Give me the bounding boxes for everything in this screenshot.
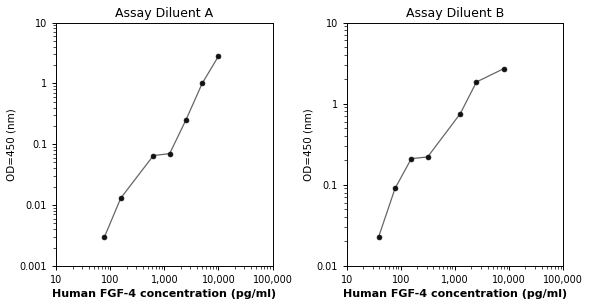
Title: Assay Diluent B: Assay Diluent B [406, 7, 504, 20]
Y-axis label: OD=450 (nm): OD=450 (nm) [304, 108, 314, 181]
Title: Assay Diluent A: Assay Diluent A [116, 7, 214, 20]
X-axis label: Human FGF-4 concentration (pg/ml): Human FGF-4 concentration (pg/ml) [53, 289, 277, 299]
X-axis label: Human FGF-4 concentration (pg/ml): Human FGF-4 concentration (pg/ml) [343, 289, 567, 299]
Y-axis label: OD=450 (nm): OD=450 (nm) [7, 108, 17, 181]
